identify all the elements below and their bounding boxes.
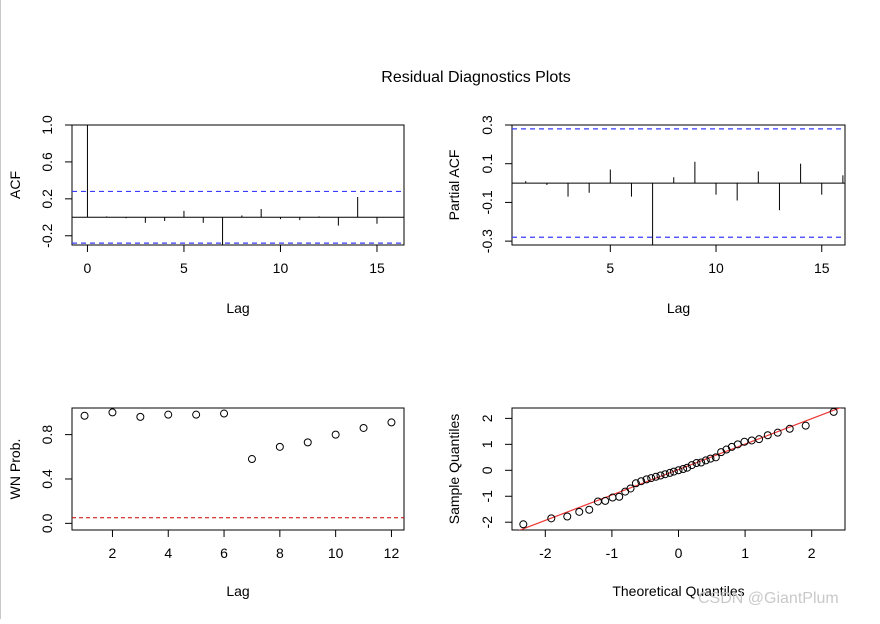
wn-pvalue-point: [247, 455, 256, 464]
figure-title: Residual Diagnostics Plots: [381, 69, 570, 86]
wn-pvalue-point: [220, 409, 229, 418]
wn-x-tick-label: 6: [220, 545, 228, 561]
qq-x-tick-label: -1: [606, 545, 619, 561]
qq-quantile-point: [755, 435, 764, 444]
pacf-x-tick-label: 10: [708, 260, 724, 276]
watermark: CSDN @GiantPlum: [698, 590, 839, 607]
qq-quantile-point: [519, 520, 528, 529]
qq-y-axis-title: Sample Quantiles: [446, 414, 462, 525]
wn-pvalue-point: [80, 411, 89, 420]
qq-quantile-point: [631, 479, 640, 488]
qq-quantile-point: [647, 474, 656, 483]
acf-x-axis-title: Lag: [226, 300, 249, 316]
acf-x-tick-label: 10: [273, 260, 289, 276]
pacf-y-tick-label: 0.1: [479, 154, 495, 174]
qq-quantile-point: [697, 458, 706, 467]
qq-quantile-point: [801, 421, 810, 430]
acf-y-tick-label: -0.2: [39, 223, 55, 247]
wn-pvalue-point: [164, 410, 173, 419]
qq-quantile-point: [651, 472, 660, 481]
wn-x-tick-label: 2: [109, 545, 117, 561]
pacf-y-tick-label: 0.3: [479, 115, 495, 135]
qq-quantile-point: [701, 456, 710, 465]
acf-x-tick-label: 15: [369, 260, 385, 276]
qq-quantile-point: [674, 466, 683, 475]
qq-quantile-point: [661, 470, 670, 479]
wn-pvalue-point: [108, 408, 117, 417]
qq-quantile-point: [763, 431, 772, 440]
qq-quantile-point: [575, 507, 584, 516]
pacf-x-tick-label: 5: [606, 260, 614, 276]
pacf-y-axis-title: Partial ACF: [446, 150, 462, 221]
wn-y-tick-label: 0.4: [39, 469, 55, 489]
qq-quantile-point: [637, 477, 646, 486]
qq-x-tick-label: 0: [675, 545, 683, 561]
qq-y-tick-label: -2: [479, 516, 495, 529]
qq-x-tick-label: 1: [741, 545, 749, 561]
wn-x-tick-label: 4: [164, 545, 172, 561]
qq-quantile-point: [615, 492, 624, 501]
wn-y-axis-title: WN Prob.: [7, 439, 23, 500]
qq-quantile-point: [785, 424, 794, 433]
acf-y-axis-title: ACF: [7, 171, 23, 199]
qq-quantile-point: [656, 471, 665, 480]
qq-quantile-point: [683, 463, 692, 472]
qq-quantile-point: [669, 467, 678, 476]
acf-y-tick-label: 0.6: [39, 152, 55, 172]
acf-y-tick-label: 0.2: [39, 189, 55, 209]
wn-y-tick-label: 0.8: [39, 425, 55, 445]
qq-quantile-point: [740, 437, 749, 446]
qq-quantile-point: [773, 428, 782, 437]
qq-quantile-point: [642, 475, 651, 484]
qq-quantile-point: [621, 487, 630, 496]
wn-pvalue-point: [192, 410, 201, 419]
wn-y-tick-label: 0.0: [39, 513, 55, 533]
qq-y-tick-label: 2: [479, 414, 495, 422]
qq-quantile-point: [679, 465, 688, 473]
qq-x-tick-label: 2: [808, 545, 816, 561]
acf-plot-frame: [71, 124, 405, 246]
qq-reference-line: [518, 408, 842, 530]
pacf-x-axis-title: Lag: [667, 300, 690, 316]
wn-x-tick-label: 10: [328, 545, 344, 561]
qq-quantile-point: [706, 454, 715, 463]
wn-pvalue-point: [136, 412, 145, 421]
pacf-x-tick-label: 15: [814, 260, 830, 276]
wn-pvalue-point: [303, 438, 312, 447]
wn-pvalue-point: [387, 418, 396, 427]
frame-edge: [0, 0, 1, 619]
wn-x-tick-label: 8: [276, 545, 284, 561]
acf-x-tick-label: 5: [180, 260, 188, 276]
wn-pvalue-point: [275, 442, 284, 451]
qq-quantile-point: [747, 436, 756, 445]
acf-y-tick-label: 1.0: [39, 115, 55, 135]
wn-x-tick-label: 12: [384, 545, 400, 561]
qq-y-tick-label: 0: [479, 466, 495, 474]
wn-pvalue-point: [331, 430, 340, 439]
qq-quantile-point: [626, 484, 635, 493]
qq-quantile-point: [711, 453, 720, 462]
qq-quantile-point: [692, 459, 701, 468]
wn-plot-frame: [71, 407, 405, 531]
acf-x-tick-label: 0: [84, 260, 92, 276]
qq-quantile-point: [601, 496, 610, 505]
qq-y-tick-label: -1: [479, 490, 495, 503]
qq-x-tick-label: -2: [539, 545, 552, 561]
qq-quantile-point: [585, 505, 594, 514]
wn-pvalue-point: [359, 423, 368, 432]
pacf-y-tick-label: -0.1: [479, 190, 495, 214]
qq-quantile-point: [665, 468, 674, 477]
qq-quantile-point: [547, 514, 556, 523]
pacf-y-tick-label: -0.3: [479, 229, 495, 253]
pacf-plot-frame: [511, 124, 846, 246]
wn-x-axis-title: Lag: [226, 583, 249, 599]
qq-quantile-point: [829, 407, 838, 416]
qq-quantile-point: [687, 461, 696, 470]
qq-quantile-point: [733, 440, 742, 449]
qq-quantile-point: [563, 512, 572, 521]
qq-y-tick-label: 1: [479, 440, 495, 448]
qq-x-axis-title: Theoretical Quantiles: [612, 583, 744, 599]
